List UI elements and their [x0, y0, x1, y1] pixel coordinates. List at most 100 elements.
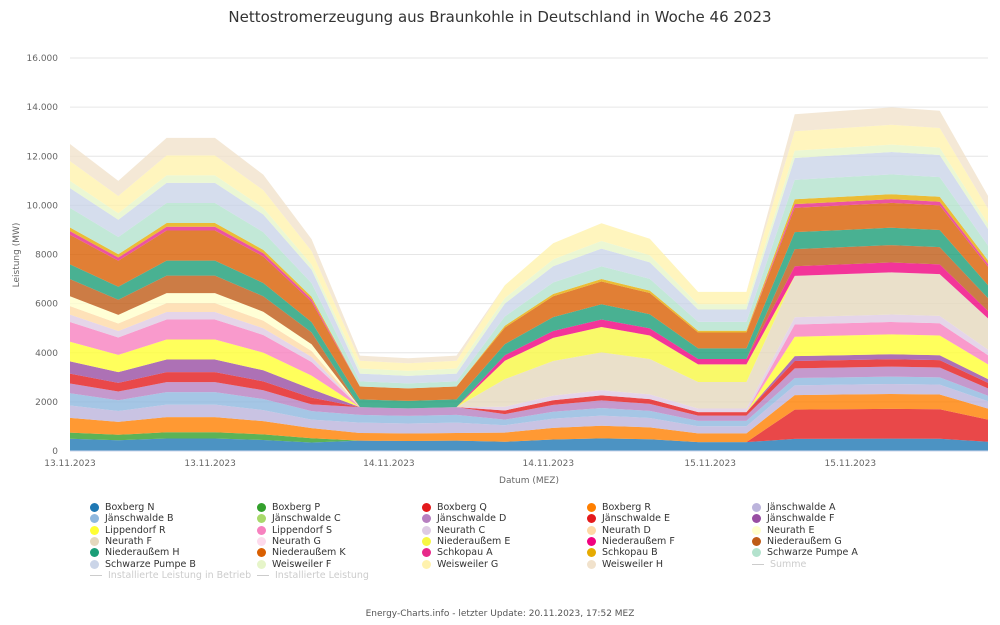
legend-marker-icon — [257, 559, 266, 569]
legend-marker-icon — [90, 525, 99, 535]
legend-marker-icon — [422, 503, 431, 512]
legend-label: Niederaußem E — [437, 535, 511, 547]
legend-item[interactable]: Weisweiler H — [587, 559, 663, 570]
legend-item[interactable]: Weisweiler F — [257, 559, 331, 570]
legend-marker-icon — [587, 536, 596, 546]
legend-label: Niederaußem F — [602, 535, 675, 547]
legend-item-hidden[interactable]: Installierte Leistung in Betrieb — [90, 570, 251, 581]
y-tick-label: 6000 — [35, 300, 58, 310]
legend-marker-icon — [90, 548, 99, 558]
legend-item[interactable]: Neurath D — [587, 525, 651, 536]
y-axis-title: Leistung (MW) — [12, 223, 22, 288]
legend-item[interactable]: Neurath F — [90, 536, 152, 547]
legend-item[interactable]: Schkopau B — [587, 547, 658, 558]
legend-marker-icon — [422, 525, 431, 535]
legend-label: Schwarze Pumpe A — [767, 547, 858, 559]
legend-label: Installierte Leistung — [275, 569, 369, 581]
legend-item[interactable]: Neurath G — [257, 536, 321, 547]
legend-marker-icon — [90, 514, 99, 524]
legend-item[interactable]: Niederaußem K — [257, 547, 346, 558]
legend-item[interactable]: Lippendorf R — [90, 525, 166, 536]
x-tick-label: 13.11.2023 — [44, 459, 96, 469]
legend-item[interactable]: Neurath E — [752, 525, 814, 536]
legend-marker-icon — [752, 503, 761, 512]
x-tick-label: 14.11.2023 — [523, 459, 575, 469]
legend-item[interactable]: Neurath C — [422, 525, 485, 536]
legend-item[interactable]: Weisweiler G — [422, 559, 498, 570]
legend-marker-icon — [587, 559, 596, 569]
area-niederau-em-k — [70, 202, 988, 401]
legend-label: Niederaußem G — [767, 535, 842, 547]
legend-item[interactable]: Schwarze Pumpe B — [90, 559, 196, 570]
legend-label: Weisweiler G — [437, 558, 499, 570]
legend-label: Neurath E — [767, 524, 815, 536]
legend-item[interactable]: Schkopau A — [422, 547, 493, 558]
legend-marker-icon — [752, 514, 761, 524]
x-tick-label: 13.11.2023 — [184, 459, 236, 469]
area-j-nschwalde-a — [70, 384, 988, 434]
legend-label: Installierte Leistung in Betrieb — [108, 569, 252, 581]
area-neurath-c — [70, 311, 988, 413]
legend-item[interactable]: Boxberg Q — [422, 502, 487, 513]
legend-marker-icon — [422, 536, 431, 546]
legend-item[interactable]: Jänschwalde A — [752, 502, 835, 513]
legend-item-hidden[interactable]: Summe — [752, 559, 806, 570]
legend-label: Jänschwalde E — [602, 513, 670, 525]
legend-marker-icon — [422, 559, 431, 569]
legend-marker-icon — [257, 503, 266, 512]
y-tick-label: 4000 — [35, 349, 58, 359]
legend-item[interactable]: Jänschwalde E — [587, 513, 670, 524]
legend-marker-icon — [587, 514, 596, 524]
area-neurath-d — [70, 303, 988, 409]
area-boxberg-q — [70, 408, 988, 443]
area-neurath-f — [70, 272, 988, 409]
y-tick-label: 12.000 — [27, 152, 59, 162]
legend-label: Schwarze Pumpe B — [105, 558, 196, 570]
y-tick-label: 16.000 — [27, 54, 59, 64]
legend-item[interactable]: Boxberg N — [90, 502, 154, 513]
legend-label: Lippendorf S — [272, 524, 333, 536]
legend-marker-icon — [90, 503, 99, 512]
legend-label: Neurath G — [272, 535, 321, 547]
legend-item[interactable]: Jänschwalde B — [90, 513, 173, 524]
legend-label: Jänschwalde F — [767, 513, 835, 525]
y-tick-label: 0 — [52, 447, 58, 457]
legend-item[interactable]: Lippendorf S — [257, 525, 332, 536]
chart-title: Nettostromerzeugung aus Braunkohle in De… — [228, 8, 772, 26]
legend-item[interactable]: Boxberg P — [257, 502, 320, 513]
footer-update-note: Energy-Charts.info - letzter Update: 20.… — [365, 609, 635, 619]
legend-item[interactable]: Niederaußem F — [587, 536, 675, 547]
legend-label: Boxberg P — [272, 502, 321, 513]
legend-label: Lippendorf R — [105, 524, 166, 536]
legend-label: Jänschwalde B — [105, 513, 174, 525]
legend-item[interactable]: Boxberg R — [587, 502, 651, 513]
legend-marker-icon — [587, 548, 596, 558]
legend-item[interactable]: Jänschwalde C — [257, 513, 341, 524]
legend-item-hidden[interactable]: Installierte Leistung — [257, 570, 369, 581]
legend-item[interactable]: Jänschwalde F — [752, 513, 834, 524]
area-lippendorf-r — [70, 334, 988, 413]
legend-label: Niederaußem K — [272, 547, 346, 559]
legend-line-icon — [257, 574, 269, 576]
legend-marker-icon — [752, 536, 761, 546]
area-boxberg-n — [70, 438, 988, 451]
legend-item[interactable]: Niederaußem E — [422, 536, 510, 547]
legend-marker-icon — [422, 548, 431, 558]
x-axis-title: Datum (MEZ) — [499, 476, 559, 486]
legend-marker-icon — [752, 548, 761, 558]
legend-line-icon — [752, 563, 764, 565]
area-neurath-e — [70, 293, 988, 409]
legend-item[interactable]: Jänschwalde D — [422, 513, 506, 524]
legend-marker-icon — [90, 536, 99, 546]
legend-label: Schkopau A — [437, 547, 493, 559]
legend-marker-icon — [90, 559, 99, 569]
legend-marker-icon — [422, 514, 431, 524]
legend-item[interactable]: Niederaußem G — [752, 536, 842, 547]
area-j-nschwalde-b — [70, 376, 988, 427]
legend-item[interactable]: Schwarze Pumpe A — [752, 547, 858, 558]
legend-label: Boxberg Q — [437, 502, 487, 513]
legend-marker-icon — [257, 525, 266, 535]
legend-label: Jänschwalde D — [437, 513, 507, 525]
legend-item[interactable]: Niederaußem H — [90, 547, 179, 558]
legend-label: Niederaußem H — [105, 547, 180, 559]
